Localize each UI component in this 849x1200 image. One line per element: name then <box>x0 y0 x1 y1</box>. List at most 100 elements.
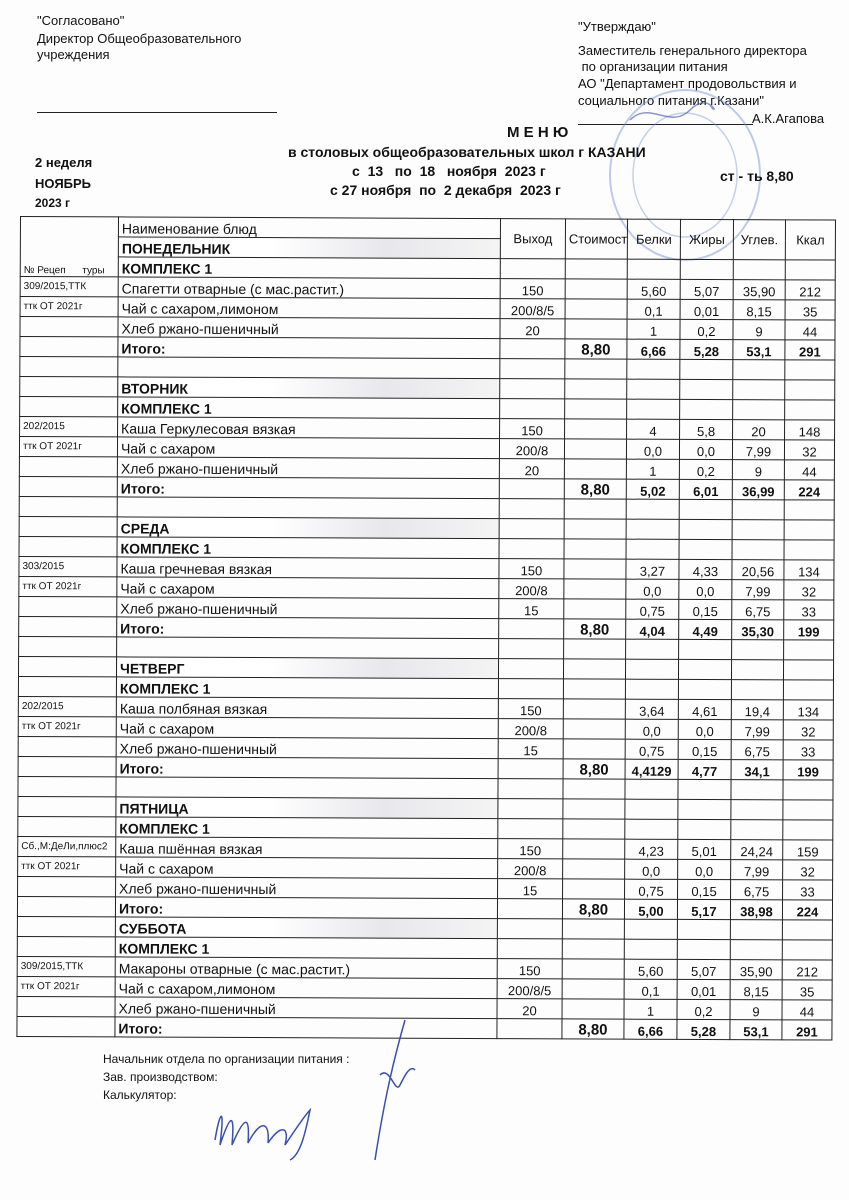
dish-cost <box>563 558 627 580</box>
day-heading: ВТОРНИК <box>117 376 500 399</box>
empty-cell <box>677 939 731 960</box>
table-row: Итого: 8,80 5,02 6,01 36,99 224 <box>19 476 835 501</box>
empty-cell <box>499 398 565 419</box>
empty-cell <box>564 358 627 380</box>
total-label: Итого: <box>117 336 500 359</box>
dish-fat: 0,0 <box>677 859 731 880</box>
column-header-protein: Белки <box>627 219 681 260</box>
table-row: ПЯТНИЦА <box>17 796 833 821</box>
dish-kcal: 33 <box>783 599 834 621</box>
approve-label: "Утверждаю" <box>578 19 656 34</box>
dish-protein: 0,75 <box>625 599 679 620</box>
empty-cell <box>730 819 783 840</box>
empty-cell <box>733 259 786 280</box>
dish-yield: 200/8/5 <box>497 978 563 999</box>
total-label: Итого: <box>116 756 499 779</box>
total-protein: 6,66 <box>626 339 680 360</box>
stamp-icon <box>609 89 761 261</box>
empty-cell <box>785 259 836 281</box>
dish-protein: 0,0 <box>624 859 678 880</box>
empty-cell <box>17 896 116 917</box>
total-label: Итого: <box>115 896 498 919</box>
dish-kcal: 32 <box>783 719 834 741</box>
empty-cell <box>499 538 565 559</box>
empty-cell <box>562 818 625 840</box>
empty-cell <box>17 916 116 937</box>
total-kcal: 291 <box>781 1019 832 1041</box>
total-label: Итого: <box>116 616 499 639</box>
complex-heading: КОМПЛЕКС 1 <box>118 256 501 279</box>
dish-fat: 0,0 <box>679 439 733 460</box>
recipe-number <box>17 996 116 1017</box>
dish-name: Чай с сахаром <box>117 436 500 459</box>
dish-yield: 200/8 <box>499 438 565 459</box>
dish-kcal: 134 <box>783 699 834 721</box>
empty-cell <box>499 498 565 519</box>
recipe-number: 309/2015,ТТК <box>17 956 116 977</box>
dish-kcal: 212 <box>782 959 833 981</box>
empty-cell <box>500 258 566 279</box>
dish-yield: 150 <box>498 698 564 719</box>
empty-cell <box>117 356 500 379</box>
table-row: КОМПЛЕКС 1 <box>17 936 833 961</box>
table-row: 202/2015 Каша Геркулесовая вязкая 150 4 5,8 2… <box>19 416 835 441</box>
empty-cell <box>782 919 833 941</box>
empty-cell <box>562 918 625 940</box>
empty-cell <box>732 379 785 400</box>
empty-cell <box>784 519 835 541</box>
dish-carbs: 6,75 <box>731 739 784 760</box>
total-fat: 4,77 <box>678 759 732 780</box>
empty-cell <box>626 399 680 420</box>
total-cost: 8,80 <box>564 338 627 360</box>
dish-yield: 150 <box>497 958 563 979</box>
total-fat: 5,28 <box>676 1019 731 1040</box>
empty-cell <box>730 779 784 800</box>
empty-cell <box>17 936 116 957</box>
total-kcal: 224 <box>784 479 835 501</box>
empty-cell <box>497 918 563 939</box>
signature-icon <box>214 1019 416 1161</box>
dish-cost <box>562 958 625 980</box>
empty-cell <box>783 659 834 681</box>
approve-title-2: по организации питания <box>578 59 728 74</box>
empty-cell <box>626 359 680 380</box>
column-header-carbs: Углев. <box>733 219 786 260</box>
empty-cell <box>563 658 626 680</box>
table-row: ттк ОТ 2021г Чай с сахаром 200/8 0,0 0,0 7,99… <box>18 716 834 741</box>
dish-yield: 150 <box>497 838 563 859</box>
empty-cell <box>499 378 565 399</box>
total-cost: 8,80 <box>564 478 627 500</box>
empty-cell <box>19 356 118 377</box>
dish-carbs: 9 <box>730 999 783 1020</box>
dish-fat: 0,0 <box>678 579 732 600</box>
total-label: Итого: <box>117 476 500 499</box>
approve-title-1: Заместитель генерального директора <box>578 43 807 58</box>
dish-name: Макароны отварные (с мас.растит.) <box>115 956 498 979</box>
dish-name: Хлеб ржано-пшеничный <box>116 736 499 759</box>
recipe-number: ттк ОТ 2021г <box>18 716 117 737</box>
agreed-title-1: Директор Общеобразовательного <box>37 31 242 46</box>
table-row: Хлеб ржано-пшеничный 20 1 0,2 9 44 <box>19 316 836 341</box>
dish-carbs: 7,99 <box>730 859 783 880</box>
dish-name: Хлеб ржано-пшеничный <box>116 596 499 619</box>
empty-cell <box>732 499 785 520</box>
empty-cell <box>626 539 680 560</box>
dish-fat: 5,8 <box>679 419 733 440</box>
table-row: ттк ОТ 2021г Чай с сахаром 200/8 0,0 0,0 7,99… <box>19 436 835 461</box>
dish-cost <box>564 438 627 460</box>
dish-carbs: 6,75 <box>730 879 783 900</box>
dish-cost <box>565 278 628 300</box>
document-title: М Е Н Ю <box>507 124 569 141</box>
dish-name: Хлеб ржано-пшеничный <box>117 316 501 339</box>
table-row: Хлеб ржано-пшеничный 15 0,75 0,15 6,75 33 <box>17 876 833 901</box>
dish-carbs: 20,56 <box>731 559 785 580</box>
empty-cell <box>18 756 117 777</box>
dish-kcal: 32 <box>782 859 833 881</box>
dish-protein: 0,75 <box>625 739 679 760</box>
footer-head: Начальник отдела по организации питания … <box>103 1052 350 1066</box>
dish-carbs: 19,4 <box>731 699 784 720</box>
empty-cell <box>731 659 784 680</box>
table-row: Хлеб ржано-пшеничный 20 1 0,2 9 44 <box>19 456 835 481</box>
total-yield <box>498 618 564 639</box>
table-row: ВТОРНИК <box>19 376 835 401</box>
